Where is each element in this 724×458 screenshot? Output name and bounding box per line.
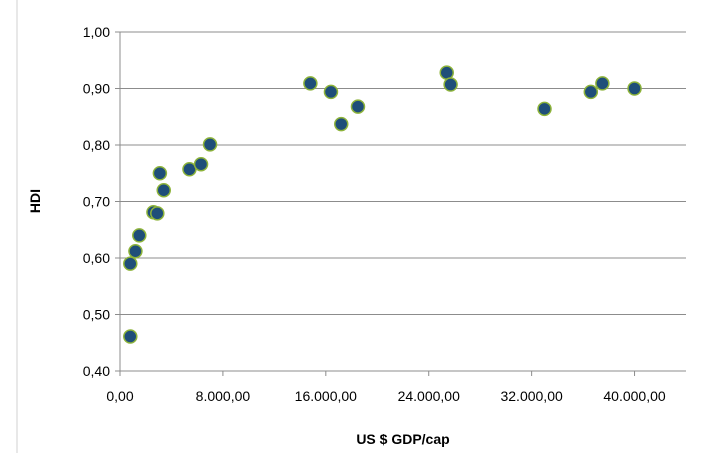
x-tick-label: 0,00 [106, 388, 133, 404]
x-tick-label: 32.000,00 [500, 388, 562, 404]
y-tick-label: 0,60 [83, 250, 110, 266]
y-axis-title: HDI [27, 189, 43, 213]
y-tick-label: 0,90 [83, 81, 110, 97]
x-tick-labels: 0,00 8.000,00 16.000,00 24.000,00 32.000,00 4… [106, 388, 666, 404]
y-tick-label: 1,00 [83, 24, 110, 40]
data-point [439, 65, 454, 80]
data-point [193, 156, 209, 172]
data-point [156, 182, 171, 198]
data-points [123, 65, 642, 344]
gridlines [120, 31, 686, 315]
data-point [334, 116, 349, 132]
y-tick-label: 0,80 [83, 137, 110, 153]
data-point [350, 99, 366, 114]
data-point [537, 101, 552, 117]
x-axis-title: US $ GDP/cap [356, 431, 449, 447]
x-tick-label: 40.000,00 [603, 388, 665, 404]
data-point [595, 76, 610, 91]
data-point [583, 84, 599, 100]
axes [115, 31, 686, 376]
y-tick-label: 0,40 [83, 363, 110, 379]
y-tick-labels: 0,40 0,50 0,60 0,70 0,80 0,90 1,00 [83, 24, 110, 379]
data-point [323, 84, 339, 100]
x-tick-label: 8.000,00 [196, 388, 251, 404]
data-point [202, 137, 218, 152]
data-point [303, 76, 318, 91]
data-point [627, 81, 642, 96]
data-point [132, 228, 147, 243]
y-tick-label: 0,70 [83, 194, 110, 210]
x-tick-label: 24.000,00 [398, 388, 460, 404]
data-point [128, 243, 143, 259]
y-tick-label: 0,50 [83, 307, 110, 323]
data-point [123, 256, 138, 271]
data-point [150, 206, 165, 221]
data-point [443, 77, 458, 92]
data-point [123, 329, 138, 344]
x-tick-label: 16.000,00 [295, 388, 357, 404]
data-point [152, 166, 168, 181]
